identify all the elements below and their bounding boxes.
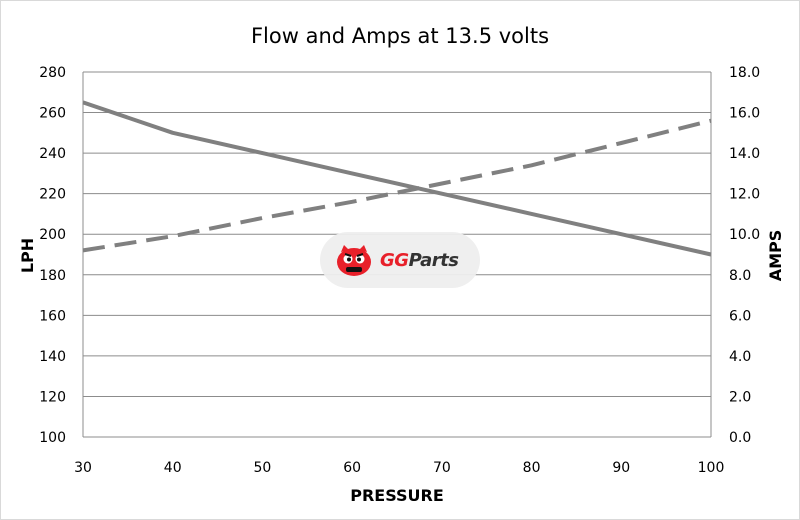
y2-tick-label: 16.0 <box>729 106 760 122</box>
y2-tick-label: 18.0 <box>729 65 760 81</box>
brand-gg-text: GG <box>380 250 409 271</box>
y2-axis-title: AMPS <box>766 230 785 282</box>
y2-tick-label: 4.0 <box>729 349 751 365</box>
y-axis-ticks: 100 120 140 160 180 200 220 240 260 280 <box>39 65 66 446</box>
x-tick-label: 90 <box>612 460 630 476</box>
y2-tick-label: 8.0 <box>729 268 751 284</box>
y2-tick-label: 2.0 <box>729 389 751 405</box>
y-tick-label: 200 <box>39 227 66 243</box>
x-tick-label: 30 <box>74 460 92 476</box>
x-tick-label: 70 <box>433 460 451 476</box>
y-tick-label: 140 <box>39 349 66 365</box>
x-tick-label: 100 <box>698 460 725 476</box>
x-axis-ticks: 30 40 50 60 70 80 90 100 <box>74 460 724 476</box>
y2-tick-label: 10.0 <box>729 227 760 243</box>
brand-watermark: GGParts <box>320 232 480 288</box>
y2-tick-label: 6.0 <box>729 308 751 324</box>
y-tick-label: 220 <box>39 187 66 203</box>
x-axis-title: PRESSURE <box>350 486 444 505</box>
y2-tick-label: 0.0 <box>729 430 751 446</box>
lph-series-line <box>82 100 712 257</box>
amps-series-line <box>82 118 712 253</box>
x-tick-label: 80 <box>523 460 541 476</box>
y-tick-label: 240 <box>39 146 66 162</box>
series-lines <box>82 100 712 257</box>
x-tick-label: 60 <box>343 460 361 476</box>
cartoon-car-icon <box>337 245 371 276</box>
x-tick-label: 50 <box>254 460 272 476</box>
chart-title: Flow and Amps at 13.5 volts <box>250 24 550 48</box>
y-tick-label: 180 <box>39 268 66 284</box>
y2-tick-label: 12.0 <box>729 187 760 203</box>
y-tick-label: 120 <box>39 389 66 405</box>
x-tick-label: 40 <box>164 460 182 476</box>
brand-parts-text: Parts <box>408 250 459 271</box>
y2-tick-label: 14.0 <box>729 146 760 162</box>
y-tick-label: 100 <box>39 430 66 446</box>
y-tick-label: 260 <box>39 106 66 122</box>
y-axis-title: LPH <box>18 238 37 273</box>
y-tick-label: 160 <box>39 308 66 324</box>
y-tick-label: 280 <box>39 65 66 81</box>
y2-axis-ticks: 0.0 2.0 4.0 6.0 8.0 10.0 12.0 14.0 16.0 18.0 <box>729 65 760 446</box>
brand-text: GGParts <box>380 250 459 271</box>
